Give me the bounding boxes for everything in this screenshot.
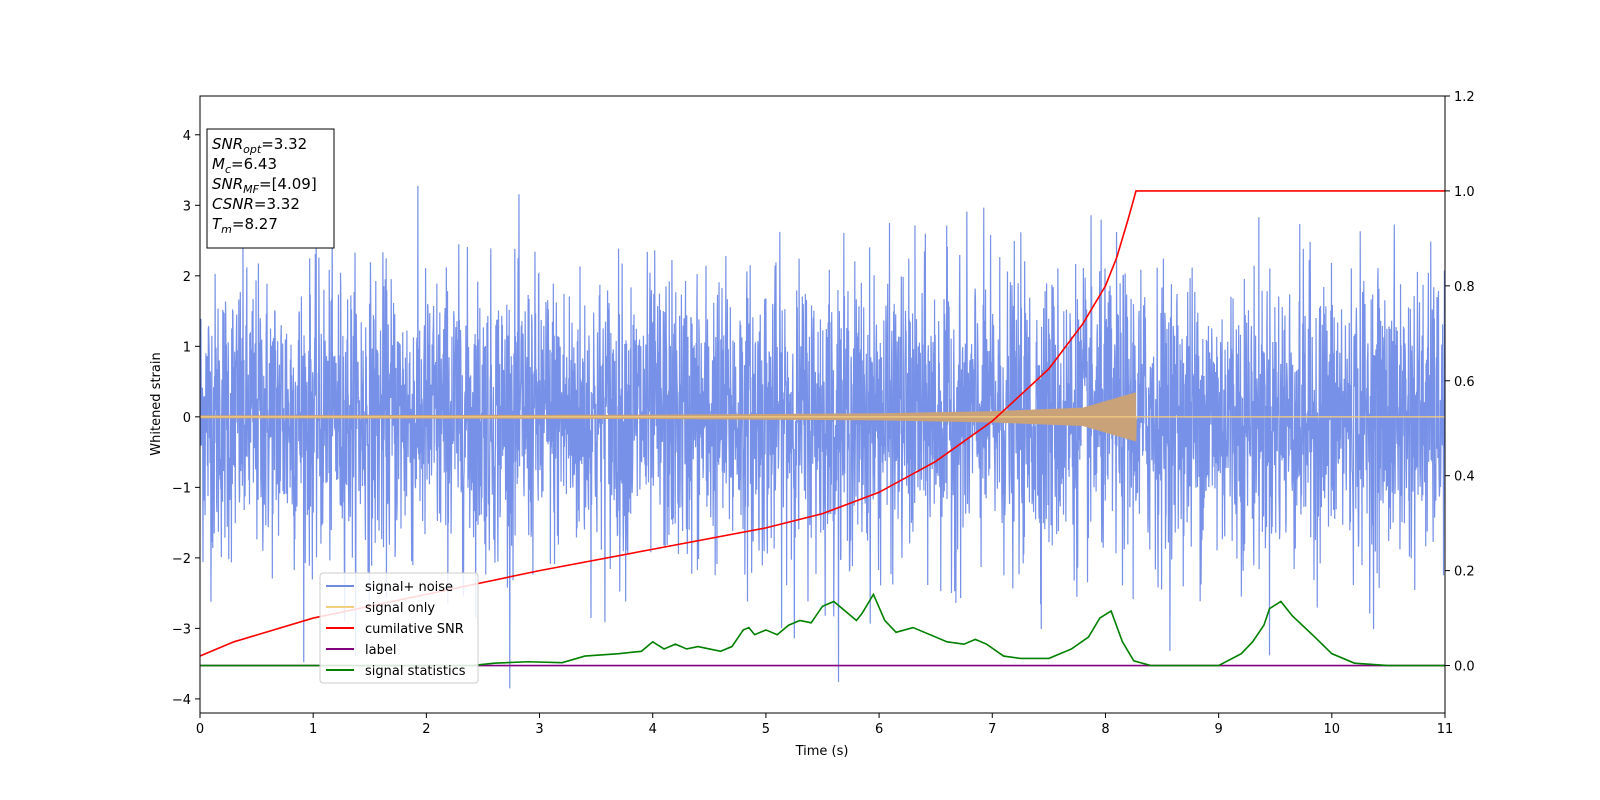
x-tick-label: 10 (1324, 722, 1341, 737)
series-signal-noise (200, 185, 1445, 689)
x-tick-label: 8 (1101, 722, 1109, 737)
info-var: SNR (212, 175, 243, 193)
y-tick-label-right: 0.0 (1454, 660, 1475, 675)
x-tick-label: 1 (309, 722, 317, 737)
y-tick-label-right: 0.6 (1454, 375, 1475, 390)
info-line: CSNR=3.32 (212, 195, 300, 213)
info-value: =8.27 (232, 215, 278, 233)
info-line: Mc=6.43 (212, 155, 277, 176)
info-value: =[4.09] (259, 175, 317, 193)
x-tick-label: 6 (875, 722, 883, 737)
x-tick-label: 11 (1437, 722, 1454, 737)
info-box: SNRopt=3.32Mc=6.43SNRMF=[4.09]CSNR=3.32T… (206, 128, 335, 249)
y-tick-label-left: 2 (183, 270, 191, 285)
x-tick-label: 9 (1214, 722, 1222, 737)
info-value: =3.32 (261, 135, 307, 153)
y-tick-label-left: 3 (183, 199, 191, 214)
series-signal-statistics (200, 592, 1445, 667)
info-sub: c (225, 163, 231, 176)
x-axis: 0 1 2 3 4 5 6 7 8 9 10 11 (196, 713, 1453, 737)
x-tick-label: 0 (196, 722, 204, 737)
y-tick-label-right: 0.4 (1454, 470, 1475, 485)
x-tick-label: 2 (422, 722, 430, 737)
y-tick-label-left: 4 (183, 129, 191, 144)
y-tick-label-right: 0.8 (1454, 280, 1475, 295)
info-var: T (212, 215, 223, 233)
legend-label: signal statistics (365, 664, 466, 679)
plot-frame (199, 95, 1446, 714)
x-tick-label: 5 (762, 722, 770, 737)
x-axis-label: Time (s) (795, 744, 849, 759)
y-tick-label-left: 0 (183, 411, 191, 426)
y-tick-label-left: 1 (183, 340, 191, 355)
y-tick-label-right: 0.2 (1454, 565, 1475, 580)
legend-label: cumilative SNR (365, 622, 464, 637)
info-var: SNR (212, 135, 243, 153)
y-tick-label-right: 1.2 (1454, 90, 1475, 105)
y-tick-label-left: −4 (172, 693, 191, 708)
legend-label: signal+ noise (365, 580, 453, 595)
info-sub: MF (243, 183, 259, 196)
legend: signal+ noise signal only cumilative SNR la… (319, 572, 479, 684)
info-var: M (212, 155, 225, 173)
info-line: Tm=8.27 (212, 215, 278, 236)
y-tick-label-left: −3 (172, 622, 191, 637)
y-axis-label: Whitened strain (149, 352, 164, 455)
y-tick-label-right: 1.0 (1454, 185, 1475, 200)
y-axis-right: 1.2 1.0 0.8 0.6 0.4 0.2 0.0 (1445, 90, 1475, 675)
info-line: SNRopt=3.32 (212, 135, 307, 156)
legend-label: label (365, 643, 396, 658)
y-tick-label-left: −2 (172, 552, 191, 567)
info-value: =6.43 (231, 155, 277, 173)
y-tick-label-left: −1 (172, 481, 191, 496)
x-tick-label: 7 (988, 722, 996, 737)
x-tick-label: 3 (535, 722, 543, 737)
info-var: CSNR (212, 195, 254, 213)
info-sub: opt (243, 143, 262, 156)
y-axis-left: 4 3 2 1 0 −1 −2 −3 −4 (172, 129, 200, 708)
info-sub: m (221, 223, 232, 236)
info-value: =3.32 (254, 195, 300, 213)
x-tick-label: 4 (649, 722, 657, 737)
info-line: SNRMF=[4.09] (212, 175, 317, 196)
legend-label: signal only (365, 601, 435, 616)
